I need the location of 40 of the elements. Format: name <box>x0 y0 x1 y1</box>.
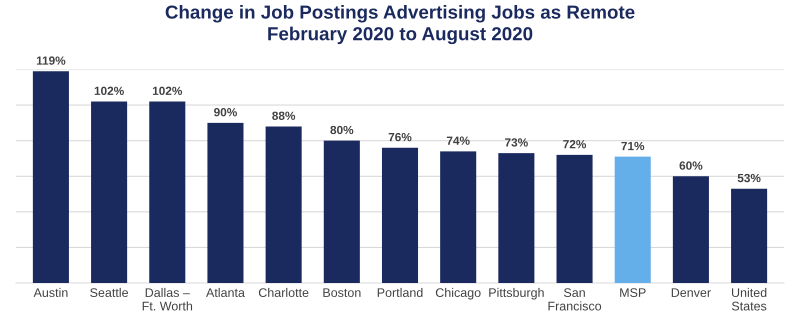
data-label: 102% <box>94 86 124 96</box>
data-label: 102% <box>152 86 182 96</box>
x-tick-label: Chicago <box>436 288 481 300</box>
data-label: 53% <box>738 174 761 182</box>
data-label: 88% <box>272 112 296 120</box>
bar <box>614 156 651 284</box>
x-tick-label: Portland <box>378 288 422 298</box>
data-label: 80% <box>330 126 354 134</box>
bar <box>32 71 69 284</box>
x-tick-label: United States <box>732 288 766 311</box>
data-label: 60% <box>680 161 702 170</box>
x-tick-label: Austin <box>34 288 68 298</box>
bar <box>207 122 244 284</box>
bar <box>498 153 534 284</box>
bar <box>91 102 128 284</box>
data-label: 71% <box>621 142 644 150</box>
data-label: 119% <box>36 56 66 65</box>
bar <box>440 151 476 284</box>
x-tick-label: Boston <box>323 288 360 298</box>
data-label: 74% <box>446 136 470 145</box>
bar <box>672 176 709 284</box>
bar <box>556 154 593 284</box>
x-tick-label: Pittsburgh <box>489 288 544 300</box>
bar <box>382 148 418 284</box>
x-tick-label: Dallas – Ft. Worth <box>142 288 192 311</box>
bar <box>324 140 360 284</box>
data-label: 72% <box>563 140 586 148</box>
bar <box>731 188 768 284</box>
x-tick-label: Seattle <box>90 288 128 298</box>
bar <box>266 126 302 284</box>
x-tick-label: San Francisco <box>548 288 602 311</box>
chart-title: Change in Job Postings Advertising Jobs as Remote February 2020 to August 2020 <box>166 4 634 44</box>
x-tick-label: Charlotte <box>258 288 308 298</box>
data-label: 76% <box>388 132 412 142</box>
x-tick-label: MSP <box>620 288 646 298</box>
x-tick-label: Atlanta <box>206 288 245 298</box>
data-label: 73% <box>505 138 528 147</box>
data-label: 90% <box>214 108 237 116</box>
bar <box>149 102 186 284</box>
x-tick-label: Denver <box>672 288 711 298</box>
